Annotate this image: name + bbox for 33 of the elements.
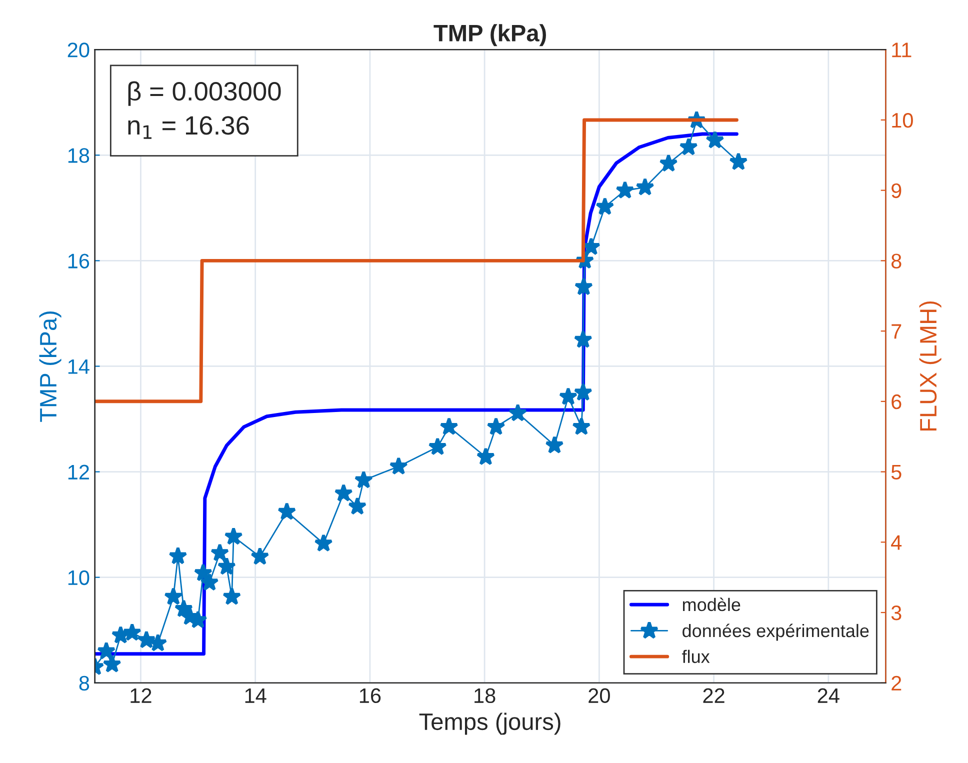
- x-tick-label: 12: [130, 688, 152, 703]
- y2-tick-label: 4: [891, 535, 902, 550]
- y-tick-label: 18: [68, 148, 90, 163]
- annotation: β = 0.003000: [128, 81, 281, 106]
- y-tick-label: 8: [79, 676, 90, 691]
- y2-axis-title: FLUX (LMH): [919, 301, 942, 431]
- x-tick-label: 20: [588, 688, 610, 704]
- y2-tick-label: 3: [891, 606, 902, 620]
- legend-label: données expérimentale: [682, 624, 869, 641]
- x-tick-label: 16: [360, 688, 381, 704]
- y2-tick-label: 5: [891, 465, 902, 480]
- y2-tick-label: 10: [892, 112, 913, 128]
- y-tick-label: 16: [68, 254, 90, 268]
- x-tick-label: 22: [703, 688, 724, 703]
- y-tick-label: 20: [68, 42, 90, 58]
- legend-label: modèle: [682, 598, 740, 612]
- legend-label: flux: [682, 650, 710, 664]
- y-tick-label: 12: [68, 464, 89, 480]
- chart-title: TMP (kPa): [434, 24, 546, 46]
- y-axis-title: TMP (kPa): [39, 312, 62, 422]
- y2-tick-label: 8: [891, 254, 902, 268]
- y2-tick-label: 11: [892, 42, 912, 58]
- x-tick-label: 18: [474, 688, 496, 704]
- annotation: n$_{1}$ = 16.36: [128, 116, 249, 139]
- y2-tick-label: 2: [892, 676, 902, 690]
- y2-tick-label: 6: [892, 394, 902, 410]
- x-tick-label: 24: [818, 688, 840, 703]
- y-tick-label: 10: [68, 570, 90, 586]
- y2-tick-label: 7: [892, 324, 902, 339]
- x-axis-title: Temps (jours): [419, 712, 560, 735]
- y-tick-label: 14: [68, 359, 90, 374]
- x-tick-label: 14: [245, 688, 266, 703]
- y2-tick-label: 9: [892, 183, 902, 198]
